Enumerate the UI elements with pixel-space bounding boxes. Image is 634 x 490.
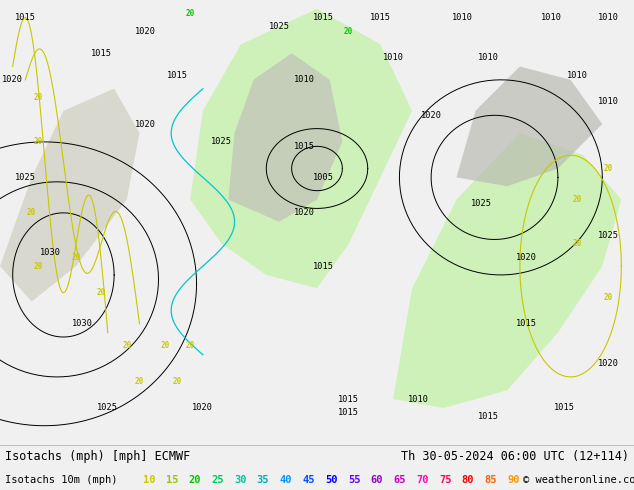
Text: 1015: 1015	[338, 394, 359, 404]
Text: 1015: 1015	[370, 13, 391, 22]
Text: 65: 65	[393, 475, 406, 485]
Text: 20: 20	[186, 9, 195, 18]
Text: 1020: 1020	[515, 253, 537, 262]
Text: 60: 60	[371, 475, 383, 485]
Text: 1015: 1015	[515, 319, 537, 328]
Text: 1010: 1010	[452, 13, 474, 22]
Text: Th 30-05-2024 06:00 UTC (12+114): Th 30-05-2024 06:00 UTC (12+114)	[401, 449, 629, 463]
Text: 1025: 1025	[15, 173, 36, 182]
Text: 20: 20	[122, 342, 131, 350]
Text: 35: 35	[257, 475, 269, 485]
Text: 40: 40	[280, 475, 292, 485]
Text: 1010: 1010	[477, 53, 499, 62]
Text: 20: 20	[188, 475, 201, 485]
Text: 1030: 1030	[72, 319, 93, 328]
Text: 90: 90	[507, 475, 520, 485]
Text: 1015: 1015	[338, 408, 359, 417]
Text: 80: 80	[462, 475, 474, 485]
Text: 45: 45	[302, 475, 314, 485]
Text: 20: 20	[344, 26, 353, 36]
Text: 30: 30	[234, 475, 247, 485]
Text: 1025: 1025	[598, 230, 619, 240]
Text: © weatheronline.co.uk: © weatheronline.co.uk	[523, 475, 634, 485]
Text: 20: 20	[173, 377, 182, 386]
Text: 25: 25	[211, 475, 224, 485]
Text: 1015: 1015	[313, 262, 334, 270]
Text: 1020: 1020	[192, 403, 214, 413]
Text: 1030: 1030	[40, 248, 61, 257]
Text: 1010: 1010	[408, 394, 429, 404]
Text: 1020: 1020	[598, 359, 619, 368]
Text: 20: 20	[604, 164, 613, 173]
Text: 1010: 1010	[598, 98, 619, 106]
Text: 1020: 1020	[420, 111, 442, 120]
Text: 20: 20	[34, 93, 42, 102]
Text: 1015: 1015	[15, 13, 36, 22]
Text: 1015: 1015	[294, 142, 315, 151]
Text: 1010: 1010	[541, 13, 562, 22]
Text: 75: 75	[439, 475, 451, 485]
Text: 20: 20	[186, 342, 195, 350]
Text: 1025: 1025	[211, 137, 233, 147]
Text: 1015: 1015	[313, 13, 334, 22]
Text: 50: 50	[325, 475, 337, 485]
Text: 20: 20	[97, 288, 106, 297]
Text: 1015: 1015	[167, 71, 188, 80]
Text: 1010: 1010	[382, 53, 404, 62]
Text: 20: 20	[573, 240, 581, 248]
Text: 1020: 1020	[135, 120, 157, 129]
Text: 1010: 1010	[598, 13, 619, 22]
Text: 20: 20	[34, 262, 42, 270]
Text: Isotachs 10m (mph): Isotachs 10m (mph)	[5, 475, 117, 485]
Text: 1010: 1010	[566, 71, 588, 80]
Text: 1020: 1020	[294, 208, 315, 218]
Text: 55: 55	[348, 475, 360, 485]
Text: 20: 20	[135, 377, 144, 386]
Text: 1020: 1020	[2, 75, 23, 84]
Text: 1010: 1010	[294, 75, 315, 84]
Text: 70: 70	[416, 475, 429, 485]
Text: 1015: 1015	[91, 49, 112, 58]
Text: 1025: 1025	[97, 403, 119, 413]
Text: 20: 20	[160, 342, 169, 350]
Text: Isotachs (mph) [mph] ECMWF: Isotachs (mph) [mph] ECMWF	[5, 449, 190, 463]
Text: 1005: 1005	[313, 173, 334, 182]
Text: 20: 20	[604, 293, 613, 302]
Text: 1015: 1015	[477, 413, 499, 421]
Text: 1015: 1015	[553, 403, 575, 413]
Text: 20: 20	[573, 195, 581, 204]
Text: 10: 10	[143, 475, 155, 485]
Text: 20: 20	[72, 253, 81, 262]
Text: 1025: 1025	[268, 22, 290, 31]
Text: 1025: 1025	[471, 199, 493, 208]
Text: 85: 85	[484, 475, 497, 485]
Text: 1020: 1020	[135, 26, 157, 36]
Text: 15: 15	[165, 475, 178, 485]
Text: 20: 20	[27, 208, 36, 218]
Text: 20: 20	[34, 137, 42, 147]
